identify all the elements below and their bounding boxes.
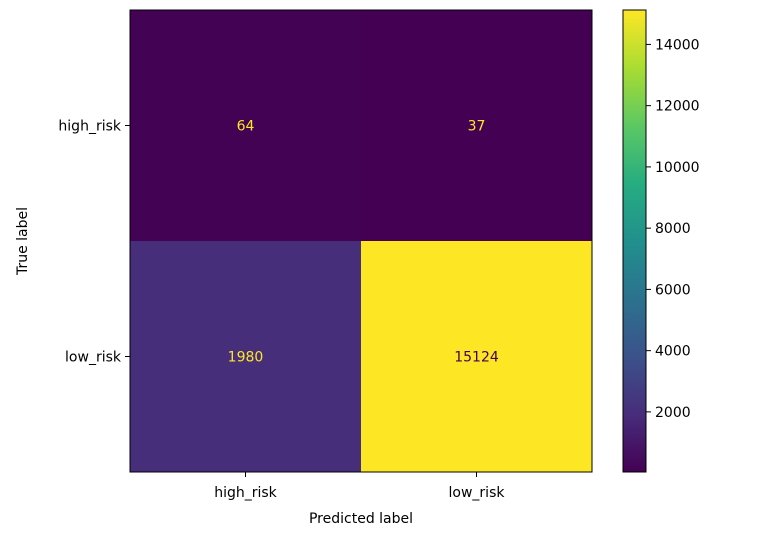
y-axis: high_risk low_risk <box>58 119 130 366</box>
colorbar-ticks: 2000 4000 6000 8000 10000 12000 14000 <box>646 37 700 421</box>
cell-value-label: 37 <box>468 119 486 135</box>
x-tick-label: high_risk <box>214 485 277 501</box>
cell-value-label: 64 <box>237 119 255 135</box>
x-axis-label: Predicted label <box>309 511 413 527</box>
colorbar-gradient <box>622 9 647 473</box>
cell-value-labels: 64 37 1980 15124 <box>228 119 499 366</box>
colorbar-tick-label: 10000 <box>655 160 700 176</box>
x-tick-label: low_risk <box>449 485 506 501</box>
cell-value-label: 15124 <box>454 350 499 366</box>
plot-area-frame <box>129 9 593 473</box>
y-tick-label: high_risk <box>58 119 121 135</box>
colorbar: 2000 4000 6000 8000 10000 12000 14000 <box>622 9 700 473</box>
y-axis-label: True label <box>15 207 31 276</box>
heatmap-cells <box>130 10 592 472</box>
y-tick-label: low_risk <box>65 350 122 366</box>
heatmap-cell <box>361 241 592 472</box>
colorbar-tick-label: 8000 <box>655 221 691 237</box>
x-axis: high_risk low_risk <box>214 472 505 501</box>
colorbar-tick-label: 4000 <box>655 344 691 360</box>
heatmap-cell <box>130 10 361 241</box>
colorbar-tick-label: 12000 <box>655 99 700 115</box>
heatmap-cell <box>361 10 592 241</box>
colorbar-tick-label: 14000 <box>655 37 700 53</box>
cell-value-label: 1980 <box>228 350 264 366</box>
heatmap-cell <box>130 241 361 472</box>
colorbar-tick-label: 6000 <box>655 282 691 298</box>
colorbar-tick-label: 2000 <box>655 405 691 421</box>
